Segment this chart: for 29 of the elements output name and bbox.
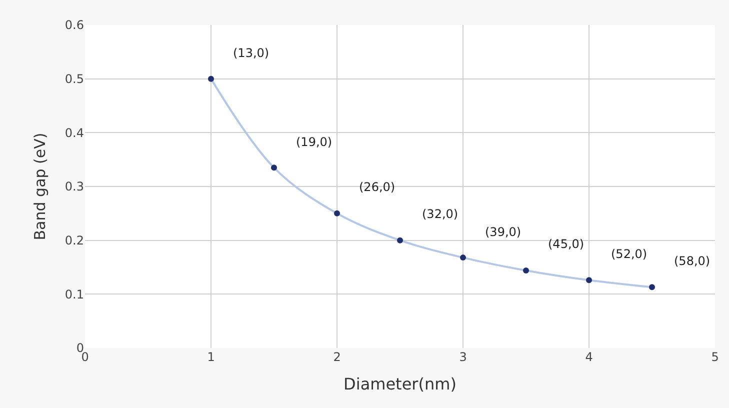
point: [271, 164, 277, 171]
x-tick-label: 1: [207, 350, 215, 364]
y-tick-label: 0.4: [64, 126, 84, 140]
x-tick-label: 4: [585, 350, 593, 364]
y-tick-label: 0.6: [64, 18, 84, 32]
annotation: (58,0): [674, 254, 710, 268]
annotation: (52,0): [611, 247, 648, 261]
annotation: (26,0): [359, 180, 396, 194]
y-tick-label: 0.1: [64, 287, 84, 302]
annotation: (39,0): [485, 225, 522, 239]
point: [460, 254, 466, 261]
annotation: (13,0): [233, 46, 270, 60]
y-tick-label: 0.3: [64, 180, 84, 194]
point: [586, 277, 592, 284]
annotation: (45,0): [548, 237, 584, 251]
x-tick-label: 5: [711, 350, 719, 364]
y-axis-title: Band gap (eV): [31, 132, 50, 240]
x-axis-title: Diameter(nm): [344, 374, 456, 394]
point: [523, 267, 529, 274]
point: [397, 237, 403, 244]
point: [334, 210, 340, 216]
annotation: (32,0): [422, 207, 458, 221]
y-tick-label: 0.2: [64, 234, 84, 248]
point: [208, 76, 214, 82]
x-tick-label: 3: [459, 350, 467, 364]
annotation: (19,0): [296, 135, 332, 149]
x-tick-label: 2: [333, 350, 341, 364]
y-tick-label: 0.5: [64, 72, 84, 86]
point: [649, 284, 655, 290]
